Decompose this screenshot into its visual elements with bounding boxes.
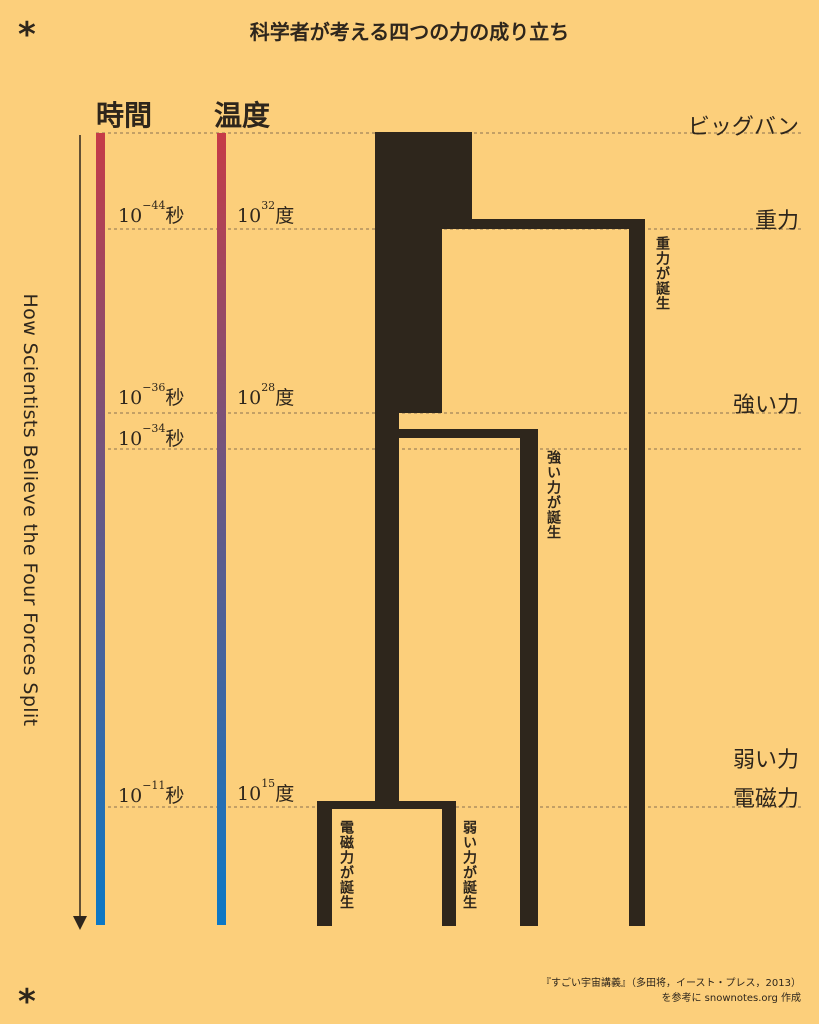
source-credit: 『すごい宇宙講義』（多田将，イースト・プレス，2013） を参考に snowno… — [541, 976, 801, 1006]
time-label-1e-11: 10−11秒 — [118, 779, 185, 807]
branch-label-electromagnetic: 電磁力が誕生 — [338, 820, 354, 910]
time-label-1e-44: 10−44秒 — [118, 199, 185, 227]
electromagnetic-branch — [317, 801, 332, 926]
event-big-bang: ビッグバン — [687, 115, 799, 140]
time-gradient-bar — [96, 133, 105, 925]
time-label-1e-34: 10−34秒 — [118, 422, 185, 450]
force-tree — [317, 132, 645, 926]
credit-line-1: 『すごい宇宙講義』（多田将，イースト・プレス，2013） — [541, 978, 801, 989]
asterisk-bottom: * — [18, 982, 36, 1022]
event-strong-force: 強い力 — [732, 393, 799, 418]
strong-branch — [520, 429, 538, 926]
temperature-gradient-bar — [217, 133, 226, 925]
branch-label-strong: 強い力が誕生 — [545, 450, 561, 540]
unified-block — [375, 132, 472, 229]
time-label-1e-36: 10−36秒 — [118, 381, 185, 409]
credit-line-2: を参考に snownotes.org 作成 — [661, 993, 801, 1004]
weak-branch — [442, 801, 456, 926]
gravity-split-bar — [375, 219, 645, 229]
time-arrow — [73, 135, 87, 930]
gravity-branch — [629, 219, 645, 926]
electroweak-split-bar — [317, 801, 456, 809]
temp-label-1e28: 1028度 — [237, 381, 295, 409]
english-title: How Scientists Believe the Four Forces S… — [19, 293, 41, 727]
era-guidelines — [96, 132, 802, 808]
event-weak-force: 弱い力 — [732, 748, 799, 773]
electroweak-trunk — [375, 413, 399, 806]
temp-label-1e32: 1032度 — [237, 199, 295, 227]
temperature-heading: 温度 — [214, 99, 271, 132]
event-gravity: 重力 — [754, 209, 799, 234]
page-title: 科学者が考える四つの力の成り立ち — [249, 20, 570, 44]
event-electromagnetic-force: 電磁力 — [732, 787, 799, 812]
strong-split-bar — [375, 429, 538, 438]
branch-label-weak: 弱い力が誕生 — [461, 820, 477, 910]
gut-block — [375, 229, 442, 413]
time-heading: 時間 — [96, 99, 153, 132]
branch-label-gravity: 重力が誕生 — [654, 236, 670, 311]
asterisk-top: * — [18, 15, 36, 55]
temp-label-1e15: 1015度 — [237, 777, 295, 805]
